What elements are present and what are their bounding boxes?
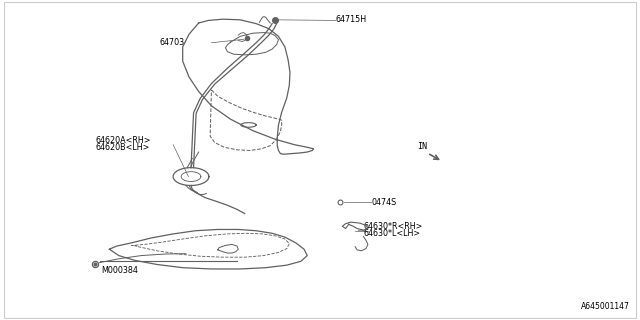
Text: M000384: M000384 (102, 266, 138, 276)
Text: 64703: 64703 (159, 38, 184, 47)
Text: 64630*R<RH>: 64630*R<RH> (364, 222, 423, 231)
Text: A645001147: A645001147 (581, 302, 630, 311)
Text: 64715H: 64715H (336, 15, 367, 24)
Text: 64620A<RH>: 64620A<RH> (95, 136, 150, 145)
Text: 0474S: 0474S (371, 197, 396, 206)
Text: 64630*L<LH>: 64630*L<LH> (364, 229, 420, 238)
Text: IN: IN (417, 142, 427, 151)
Text: 64620B<LH>: 64620B<LH> (95, 143, 150, 152)
